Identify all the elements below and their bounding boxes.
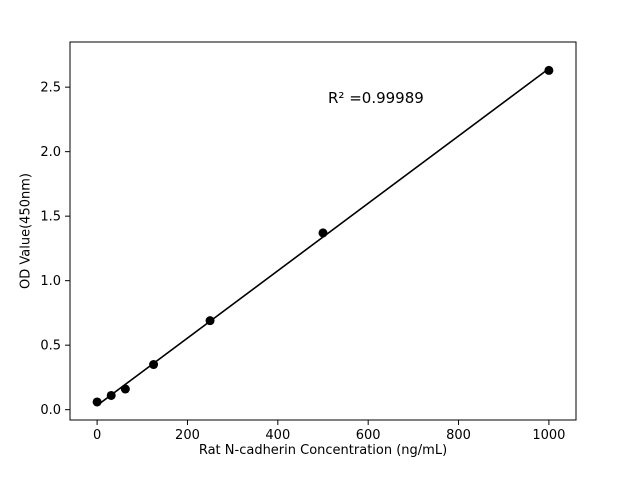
y-tick-label: 0.0	[40, 403, 61, 418]
x-tick-label: 0	[93, 428, 101, 443]
data-point	[92, 397, 102, 407]
y-tick-label: 0.5	[40, 339, 61, 354]
y-tick-label: 1.0	[40, 274, 61, 289]
y-tick-label: 2.5	[40, 81, 61, 96]
y-axis-label: OD Value(450nm)	[18, 173, 34, 289]
x-tick-label: 1000	[532, 428, 565, 443]
data-point	[120, 384, 130, 394]
x-tick-label: 200	[175, 428, 200, 443]
y-tick-label: 1.5	[40, 210, 61, 225]
data-point	[205, 316, 215, 326]
r-squared-annotation: R² =0.99989	[328, 89, 424, 107]
data-point	[318, 228, 328, 238]
x-tick-label: 400	[265, 428, 290, 443]
axes-border	[69, 41, 577, 421]
x-axis-label: Rat N-cadherin Concentration (ng/mL)	[198, 443, 448, 458]
y-tick-label: 2.0	[40, 145, 61, 160]
x-tick-label: 800	[446, 428, 471, 443]
data-point	[106, 390, 116, 400]
data-point	[544, 65, 554, 75]
data-point	[149, 360, 159, 370]
x-tick-label: 600	[356, 428, 381, 443]
